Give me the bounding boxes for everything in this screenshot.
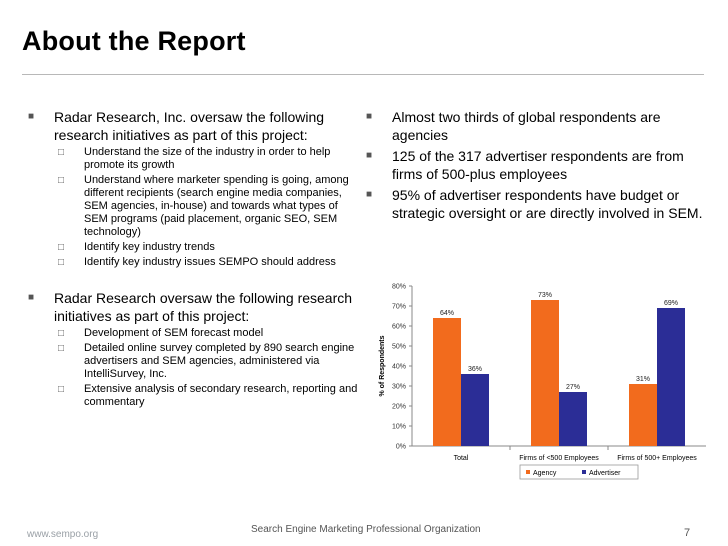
chart-legend [519, 464, 639, 480]
square-bullet-icon: ■ [366, 150, 373, 161]
bullet-item: ■ 125 of the 317 advertiser respondents … [366, 147, 706, 183]
bar-advertiser [657, 308, 685, 446]
page-number: 7 [684, 527, 691, 539]
bullet-group-2: ■ Radar Research oversaw the following r… [28, 289, 358, 409]
square-bullet-icon: ■ [28, 292, 35, 303]
hollow-square-bullet-icon: □ [58, 343, 65, 354]
respondents-bar-chart: 0% 10% 20% 30% 40% 50% 60% 70% 80% % of Responden… [379, 284, 706, 480]
y-tick-label: 20% [392, 404, 406, 411]
bar-agency [629, 384, 657, 446]
bar-advertiser [559, 392, 587, 446]
square-bullet-icon: ■ [366, 189, 373, 200]
bullet-item: ■ Almost two thirds of global respondent… [366, 108, 706, 144]
bullet-text: 95% of advertiser respondents have budge… [392, 187, 703, 221]
y-tick-label: 60% [392, 324, 406, 331]
sub-bullet-item: □ Understand the size of the industry in… [28, 146, 358, 172]
sub-bullet-text: Detailed online survey completed by 890 … [84, 342, 355, 380]
sub-bullet-item: □ Identify key industry issues SEMPO sho… [28, 256, 358, 269]
bullet-item: ■ Radar Research, Inc. oversaw the follo… [28, 108, 358, 144]
y-tick-label: 30% [392, 384, 406, 391]
right-column: ■ Almost two thirds of global respondent… [366, 108, 706, 225]
slide-title: About the Report [22, 26, 246, 56]
legend-label: Agency [533, 470, 557, 477]
sub-bullet-item: □ Identify key industry trends [28, 241, 358, 254]
y-tick-label: 0% [396, 444, 406, 451]
x-tick-label: Firms of <500 Employees [519, 455, 599, 462]
bullet-group-1: ■ Radar Research, Inc. oversaw the follo… [28, 108, 358, 269]
hollow-square-bullet-icon: □ [58, 384, 65, 395]
bullet-text: Almost two thirds of global respondents … [392, 109, 661, 143]
bar-data-label: 31% [636, 376, 650, 383]
x-tick-label: Total [454, 455, 469, 462]
hollow-square-bullet-icon: □ [58, 147, 65, 158]
legend-label: Advertiser [589, 470, 621, 477]
sub-bullet-item: □ Detailed online survey completed by 89… [28, 342, 358, 381]
footer-organization: Search Engine Marketing Professional Org… [251, 524, 481, 535]
y-tick-label: 80% [392, 284, 406, 291]
left-column: ■ Radar Research, Inc. oversaw the follo… [28, 108, 358, 423]
bar-data-label: 64% [440, 310, 454, 317]
sub-bullet-item: □ Understand where marketer spending is … [28, 174, 358, 239]
square-bullet-icon: ■ [366, 111, 373, 122]
bullet-text: Radar Research oversaw the following res… [54, 290, 353, 324]
hollow-square-bullet-icon: □ [58, 257, 65, 268]
sub-bullet-item: □ Development of SEM forecast model [28, 327, 358, 340]
sub-bullet-text: Understand where marketer spending is go… [84, 174, 349, 238]
bullet-item: ■ Radar Research oversaw the following r… [28, 289, 358, 325]
hollow-square-bullet-icon: □ [58, 242, 65, 253]
legend-swatch-advertiser [582, 470, 586, 474]
y-tick-label: 70% [392, 304, 406, 311]
y-tick-label: 10% [392, 424, 406, 431]
bullet-item: ■ 95% of advertiser respondents have bud… [366, 186, 706, 222]
sub-bullet-item: □ Extensive analysis of secondary resear… [28, 383, 358, 409]
bar-data-label: 36% [468, 366, 482, 373]
bullet-text: 125 of the 317 advertiser respondents ar… [392, 148, 684, 182]
legend-swatch-agency [526, 470, 530, 474]
sub-bullet-text: Identify key industry trends [84, 241, 215, 253]
sub-bullet-text: Development of SEM forecast model [84, 327, 264, 339]
bar-data-label: 27% [566, 384, 580, 391]
bullet-text: Radar Research, Inc. oversaw the followi… [54, 109, 325, 143]
footer-url: www.sempo.org [27, 529, 99, 540]
sub-bullet-text: Extensive analysis of secondary research… [84, 383, 358, 408]
y-tick-label: 50% [392, 344, 406, 351]
bar-agency [531, 300, 559, 446]
sub-bullet-text: Identify key industry issues SEMPO shoul… [84, 256, 336, 268]
bar-data-label: 73% [538, 292, 552, 299]
bar-advertiser [461, 374, 489, 446]
square-bullet-icon: ■ [28, 111, 35, 122]
bar-agency [433, 318, 461, 446]
bar-data-label: 69% [664, 300, 678, 307]
hollow-square-bullet-icon: □ [58, 328, 65, 339]
y-axis-label: % of Respondents [379, 335, 386, 396]
x-tick-label: Firms of 500+ Employees [617, 455, 697, 462]
hollow-square-bullet-icon: □ [58, 175, 65, 186]
sub-bullet-text: Understand the size of the industry in o… [84, 146, 331, 171]
title-divider [22, 74, 704, 75]
y-tick-label: 40% [392, 364, 406, 371]
